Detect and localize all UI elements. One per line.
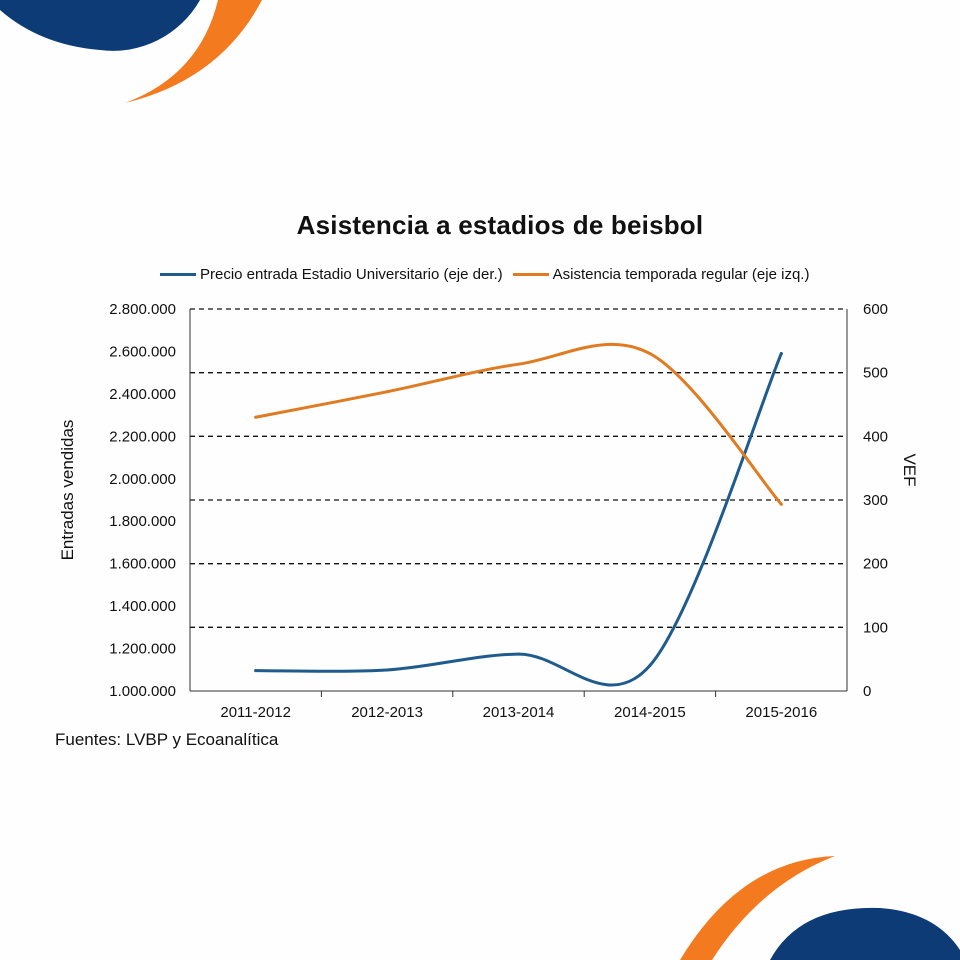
y2-tick-label: 100 xyxy=(863,619,888,636)
data-point-attendance xyxy=(254,415,258,419)
x-tick-label: 2013-2014 xyxy=(483,704,555,721)
data-point-price xyxy=(648,664,652,668)
series-line-attendance xyxy=(254,342,783,506)
y-tick-label: 1.800.000 xyxy=(109,513,176,530)
y-tick-label: 2.400.000 xyxy=(109,386,176,403)
chart-legend: Precio entrada Estadio Universitario (ej… xyxy=(160,266,819,283)
y-tick-label: 2.000.000 xyxy=(109,471,176,488)
data-point-price xyxy=(385,668,389,672)
y-tick-label: 1.000.000 xyxy=(109,683,176,700)
y-tick-label: 2.800.000 xyxy=(109,301,176,318)
legend-label-price: Precio entrada Estadio Universitario (ej… xyxy=(200,266,503,283)
x-tick-label: 2014-2015 xyxy=(614,704,686,721)
data-point-attendance xyxy=(385,390,389,394)
y2-axis-title: VEF xyxy=(900,453,919,486)
data-point-price xyxy=(517,652,520,656)
y2-tick-label: 0 xyxy=(863,683,871,700)
x-tick-label: 2015-2016 xyxy=(745,704,817,721)
top-left-orange-swoosh xyxy=(125,0,262,103)
y-tick-label: 1.400.000 xyxy=(109,598,176,615)
legend-item-price: Precio entrada Estadio Universitario (ej… xyxy=(160,266,503,283)
bottom-right-orange-swoosh xyxy=(680,856,835,960)
legend-item-attendance: Asistencia temporada regular (eje izq.) xyxy=(512,266,810,283)
bottom-right-blue-shape xyxy=(770,907,960,960)
y-tick-label: 1.200.000 xyxy=(109,641,176,658)
legend-swatch-attendance xyxy=(512,273,549,276)
source-note: Fuentes: LVBP y Ecoanalítica xyxy=(55,730,279,749)
y2-tick-label: 600 xyxy=(863,301,888,318)
legend-label-attendance: Asistencia temporada regular (eje izq.) xyxy=(552,266,810,283)
top-left-blue-shape xyxy=(0,0,200,51)
y-tick-label: 1.600.000 xyxy=(109,556,176,573)
data-point-attendance xyxy=(779,502,783,506)
legend-swatch-price xyxy=(160,273,196,276)
y2-tick-label: 400 xyxy=(863,428,888,445)
y-axis-title: Entradas vendidas xyxy=(58,420,77,561)
chart-title: Asistencia a estadios de beisbol xyxy=(296,210,704,240)
data-point-price xyxy=(254,669,258,673)
data-point-attendance xyxy=(648,352,652,356)
data-point-attendance xyxy=(517,362,520,366)
y-tick-label: 2.200.000 xyxy=(109,428,176,445)
y-tick-label: 2.600.000 xyxy=(109,343,176,360)
y2-tick-label: 300 xyxy=(863,492,888,509)
x-tick-label: 2012-2013 xyxy=(351,704,423,721)
x-tick-label: 2011-2012 xyxy=(220,704,291,721)
data-point-price xyxy=(779,352,783,356)
y2-tick-label: 500 xyxy=(863,365,888,382)
series-line-price xyxy=(254,352,783,687)
y2-tick-label: 200 xyxy=(863,556,888,573)
